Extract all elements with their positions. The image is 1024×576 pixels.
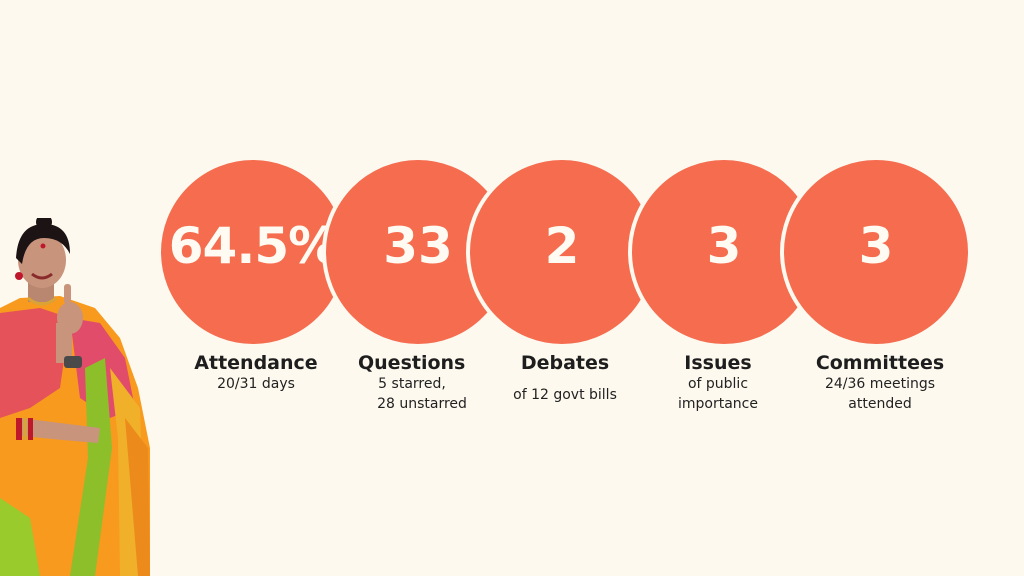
stat-detail: 28 unstarred: [377, 396, 467, 412]
stat-value: 3: [706, 217, 742, 275]
stat-label-issues: Issues of public importance: [648, 352, 788, 414]
stat-label-attendance: Attendance 20/31 days: [176, 352, 336, 394]
stat-title: Attendance: [194, 352, 318, 374]
stat-value: 2: [544, 217, 580, 275]
stat-detail: of 12 govt bills: [513, 387, 617, 403]
stat-title: Questions: [358, 352, 466, 374]
stat-circle-debates: 2: [466, 156, 658, 348]
person-photo: [0, 218, 150, 576]
stat-label-questions: Questions 5 starred, 28 unstarred: [330, 352, 470, 414]
stat-detail: 20/31 days: [217, 376, 295, 392]
stat-value: 3: [858, 217, 894, 275]
stat-detail: attended: [848, 396, 912, 412]
stat-circle-attendance: 64.5%: [157, 156, 349, 348]
stat-title: Committees: [815, 352, 945, 374]
stat-detail: importance: [678, 396, 758, 412]
stat-value: 33: [383, 217, 453, 275]
stat-label-debates: Debates of 12 govt bills: [490, 352, 640, 405]
stat-circle-committees: 3: [780, 156, 972, 348]
stat-label-committees: Committees 24/36 meetings attended: [795, 352, 965, 414]
stat-detail: 24/36 meetings: [824, 376, 936, 392]
stat-value: 64.5%: [168, 217, 338, 275]
stat-detail: 5 starred,: [378, 376, 446, 392]
stat-title: Issues: [684, 352, 752, 374]
stat-title: Debates: [520, 352, 610, 374]
stat-detail: of public: [687, 376, 749, 392]
